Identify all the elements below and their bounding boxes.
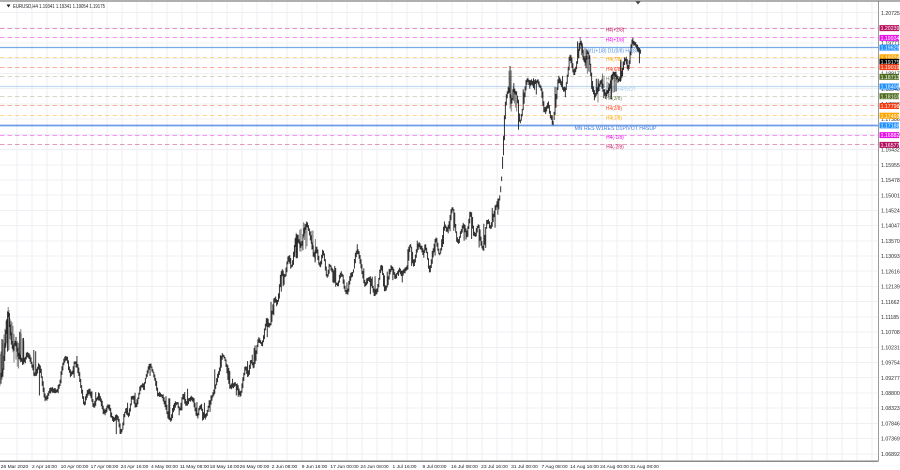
svg-text:24 Aug 00:00: 24 Aug 00:00: [600, 464, 629, 470]
svg-text:1.16432: 1.16432: [881, 148, 900, 154]
svg-text:1.09754: 1.09754: [881, 361, 900, 367]
svg-text:1.19175: 1.19175: [881, 60, 900, 66]
svg-text:23 Jul 16:00: 23 Jul 16:00: [481, 464, 508, 470]
svg-text:H4(1/8): H4(1/8): [606, 116, 622, 122]
svg-text:24 Apr 16:00: 24 Apr 16:00: [121, 464, 149, 470]
svg-text:1.12139: 1.12139: [881, 285, 900, 291]
svg-text:H4(2/8): H4(2/8): [606, 106, 622, 112]
svg-text:1.18713: 1.18713: [881, 75, 900, 81]
svg-text:1.19629: 1.19629: [881, 46, 900, 52]
svg-text:17 Apr 08:00: 17 Apr 08:00: [91, 464, 119, 470]
svg-text:31 Jul 00:00: 31 Jul 00:00: [511, 464, 538, 470]
svg-text:1.19771: 1.19771: [881, 41, 900, 47]
svg-text:1.10708: 1.10708: [881, 330, 900, 336]
svg-text:MN RES W1RES D1PIVOT H4SUP: MN RES W1RES D1PIVOT H4SUP: [575, 126, 658, 132]
svg-text:1.19934: 1.19934: [881, 36, 900, 42]
svg-text:1.20725: 1.20725: [881, 11, 900, 17]
svg-text:1.12616: 1.12616: [881, 269, 900, 275]
svg-text:1.15478: 1.15478: [881, 178, 900, 184]
svg-text:EURUSD,H4 1.19341 1.19341 1.1: EURUSD,H4 1.19341 1.19341 1.19054 1.1917…: [13, 4, 105, 10]
svg-text:1.17188: 1.17188: [881, 124, 900, 130]
svg-text:H4(-2/8): H4(-2/8): [606, 145, 624, 151]
svg-text:1.18340: 1.18340: [881, 87, 900, 93]
svg-text:24 Jun 08:00: 24 Jun 08:00: [360, 464, 389, 470]
svg-text:1.10231: 1.10231: [881, 345, 900, 351]
svg-text:1.17493: 1.17493: [881, 114, 900, 120]
svg-text:18 May 16:00: 18 May 16:00: [210, 464, 240, 470]
svg-text:1.07846: 1.07846: [881, 422, 900, 428]
svg-text:1.11185: 1.11185: [881, 315, 899, 321]
svg-text:H4(+1/8): H4(+1/8): [606, 38, 625, 44]
svg-text:9 Jul 00:00: 9 Jul 00:00: [423, 464, 447, 470]
svg-text:9 Jun 16:00: 9 Jun 16:00: [302, 464, 328, 470]
svg-text:H4(7/8): H4(7/8): [606, 57, 622, 63]
svg-text:1.09277: 1.09277: [881, 376, 900, 382]
svg-text:10 Apr 00:00: 10 Apr 00:00: [61, 464, 89, 470]
svg-text:1.20239: 1.20239: [881, 26, 900, 32]
svg-text:H4(-1/8): H4(-1/8): [606, 135, 624, 141]
svg-text:W1(+1/8) D1(0/8) H4(8/8): W1(+1/8) D1(0/8) H4(8/8): [587, 49, 642, 55]
svg-text:1.13093: 1.13093: [881, 254, 900, 260]
svg-text:11 May 08:00: 11 May 08:00: [180, 464, 210, 470]
svg-text:16 Jul 08:00: 16 Jul 08:00: [451, 464, 478, 470]
svg-text:7 Aug 08:00: 7 Aug 08:00: [541, 464, 567, 470]
svg-text:26 Mar 2020: 26 Mar 2020: [1, 464, 29, 470]
svg-text:1.17798: 1.17798: [881, 104, 900, 110]
svg-text:1.17386: 1.17386: [881, 117, 900, 123]
svg-text:1.19019: 1.19019: [881, 65, 900, 71]
svg-text:1.14524: 1.14524: [881, 209, 900, 215]
svg-text:2 Apr 16:00: 2 Apr 16:00: [32, 464, 57, 470]
svg-text:H4(6/8): H4(6/8): [606, 67, 622, 73]
svg-text:1.19324: 1.19324: [881, 55, 900, 61]
svg-text:1.06892: 1.06892: [881, 452, 900, 458]
svg-text:17 Jun 00:00: 17 Jun 00:00: [330, 464, 359, 470]
svg-text:2 Jun 08:00: 2 Jun 08:00: [272, 464, 298, 470]
svg-text:1.16577: 1.16577: [881, 143, 900, 149]
svg-text:1.07369: 1.07369: [881, 437, 900, 443]
svg-text:1.16882: 1.16882: [881, 133, 900, 139]
svg-text:H4(3/8): H4(3/8): [606, 96, 622, 102]
svg-text:31 Aug 08:00: 31 Aug 08:00: [630, 464, 659, 470]
svg-text:4 May 00:00: 4 May 00:00: [151, 464, 178, 470]
svg-text:26 May 00:00: 26 May 00:00: [240, 464, 270, 470]
svg-text:1.11662: 1.11662: [881, 300, 899, 306]
svg-text:1.15955: 1.15955: [881, 163, 900, 169]
svg-text:1.15001: 1.15001: [881, 193, 900, 199]
svg-text:1.18408: 1.18408: [881, 85, 900, 91]
svg-text:14 Aug 16:00: 14 Aug 16:00: [570, 464, 599, 470]
svg-text:1.08800: 1.08800: [881, 391, 900, 397]
svg-text:1 Jul 16:00: 1 Jul 16:00: [393, 464, 417, 470]
svg-text:1.13570: 1.13570: [881, 239, 900, 245]
svg-text:1.18103: 1.18103: [881, 94, 900, 100]
svg-text:1.14047: 1.14047: [881, 224, 900, 230]
svg-text:H4(+2/8): H4(+2/8): [606, 28, 625, 34]
svg-text:1.08323: 1.08323: [881, 406, 900, 412]
